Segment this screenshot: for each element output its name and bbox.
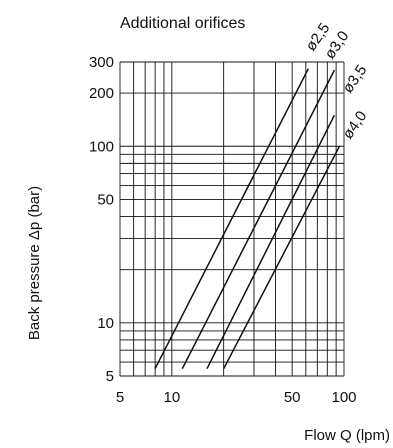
y-tick-label: 10 xyxy=(97,315,114,332)
series-line xyxy=(181,69,336,370)
y-tick-label: 200 xyxy=(89,85,114,102)
grid xyxy=(119,61,345,377)
y-axis-label: Back pressure Δp (bar) xyxy=(26,186,43,340)
y-tick-label: 100 xyxy=(89,138,114,155)
x-tick-label: 50 xyxy=(284,389,301,406)
x-axis-label: Flow Q (lpm) xyxy=(304,427,390,444)
series-line xyxy=(223,145,341,370)
x-tick-label: 5 xyxy=(116,389,124,406)
y-tick-label: 300 xyxy=(89,54,114,71)
tick-labels: 5 10 50 100 5 10 50 100 200 300 xyxy=(89,54,357,406)
y-tick-label: 50 xyxy=(97,191,114,208)
chart-title: Additional orifices xyxy=(120,15,245,32)
x-tick-label: 10 xyxy=(163,389,180,406)
y-tick-label: 5 xyxy=(106,368,114,385)
curves xyxy=(154,68,341,370)
series-line xyxy=(154,68,309,370)
series-line xyxy=(206,114,336,370)
x-tick-label: 100 xyxy=(331,389,356,406)
